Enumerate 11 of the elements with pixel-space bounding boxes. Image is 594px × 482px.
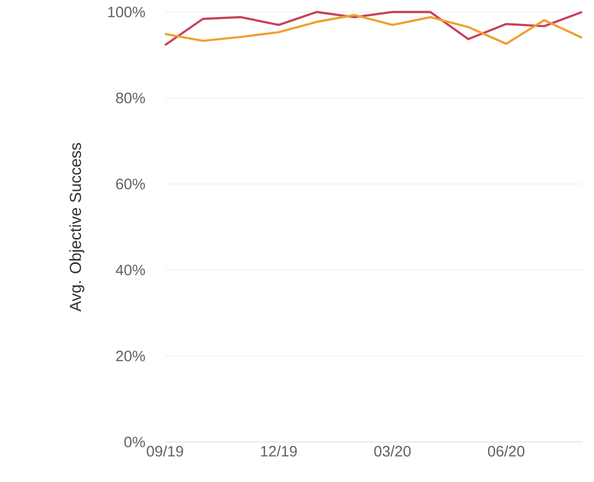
x-tick-label: 12/19 bbox=[261, 446, 297, 457]
y-tick-label: 40% bbox=[116, 264, 145, 276]
y-tick-label: 60% bbox=[116, 178, 145, 190]
y-tick-label: 20% bbox=[116, 350, 145, 362]
y-axis-title: Avg. Objective Success bbox=[69, 142, 84, 312]
y-tick-label: 80% bbox=[116, 92, 145, 104]
x-tick-label: 09/19 bbox=[146, 446, 184, 457]
x-tick-label: 06/20 bbox=[488, 446, 524, 457]
y-tick-label: 0% bbox=[124, 436, 145, 448]
x-tick-label: 03/20 bbox=[374, 446, 411, 457]
y-tick-label: 100% bbox=[108, 6, 145, 18]
